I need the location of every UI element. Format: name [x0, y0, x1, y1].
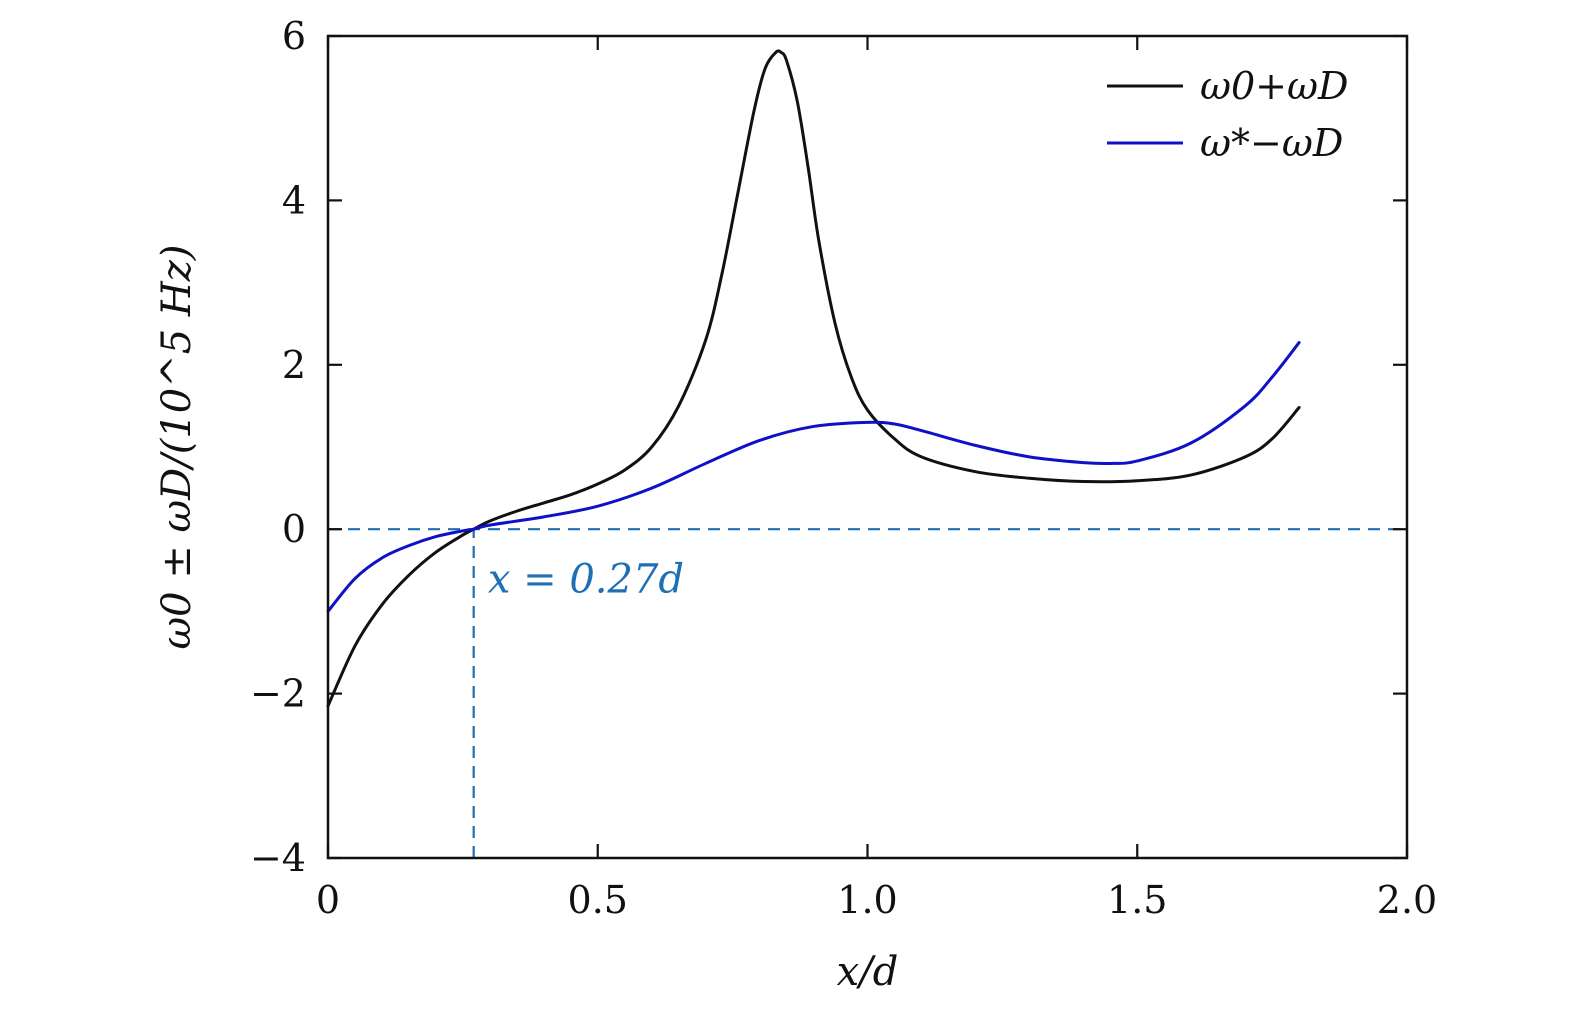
y-tick-label: −4: [250, 836, 306, 880]
y-tick-label: 6: [282, 14, 306, 58]
legend-label-omega0-plus-omegaD: ω0+ωD: [1200, 64, 1348, 108]
x-tick-label: 1.5: [1107, 878, 1167, 922]
axis-ticks: 0 0.5 1.0 1.5 2.0 −4 −2 0 2 4 6: [250, 14, 1437, 922]
y-tick-label: −2: [250, 672, 306, 716]
y-axis-title: ω0 ± ωD/(10^5 Hz): [154, 245, 200, 650]
x-tick-label: 0.5: [568, 878, 628, 922]
x-tick-label: 1.0: [837, 878, 897, 922]
y-tick-label: 4: [282, 178, 306, 222]
series-lines: [326, 49, 1301, 708]
x-axis-title: x/d: [837, 949, 899, 995]
y-tick-label: 2: [282, 343, 306, 387]
zero-crossing-annotation: x = 0.27d: [488, 557, 684, 603]
legend: ω0+ωD ω*−ωD: [1107, 64, 1348, 165]
reference-lines: [328, 528, 1407, 858]
x-tick-label: 2.0: [1377, 878, 1437, 922]
series-line-1: [326, 341, 1301, 613]
x-tick-label: 0: [316, 878, 340, 922]
y-tick-label: 0: [282, 507, 306, 551]
legend-label-omegastar-minus-omegaD: ω*−ωD: [1200, 121, 1343, 165]
